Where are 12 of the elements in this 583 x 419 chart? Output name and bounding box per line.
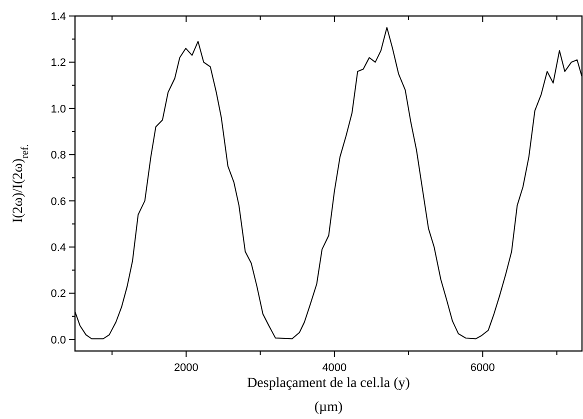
y-tick-label: 0.8 (50, 150, 66, 162)
x-axis-title: Desplaçament de la cel.la (y) (µm) (247, 376, 410, 415)
y-tick-label: 0.6 (50, 196, 66, 208)
y-tick-label: 1.0 (50, 103, 66, 116)
y-tick-label: 0.4 (50, 242, 66, 254)
x-tick-label: 6000 (470, 362, 495, 374)
y-tick-label: 1.2 (50, 57, 66, 70)
x-tick-label: 4000 (322, 362, 347, 374)
y-tick-label: 0.0 (50, 334, 66, 346)
x-tick-label: 2000 (174, 362, 198, 374)
y-tick-label: 0.2 (50, 288, 66, 300)
y-tick-label: 1.4 (50, 11, 66, 23)
